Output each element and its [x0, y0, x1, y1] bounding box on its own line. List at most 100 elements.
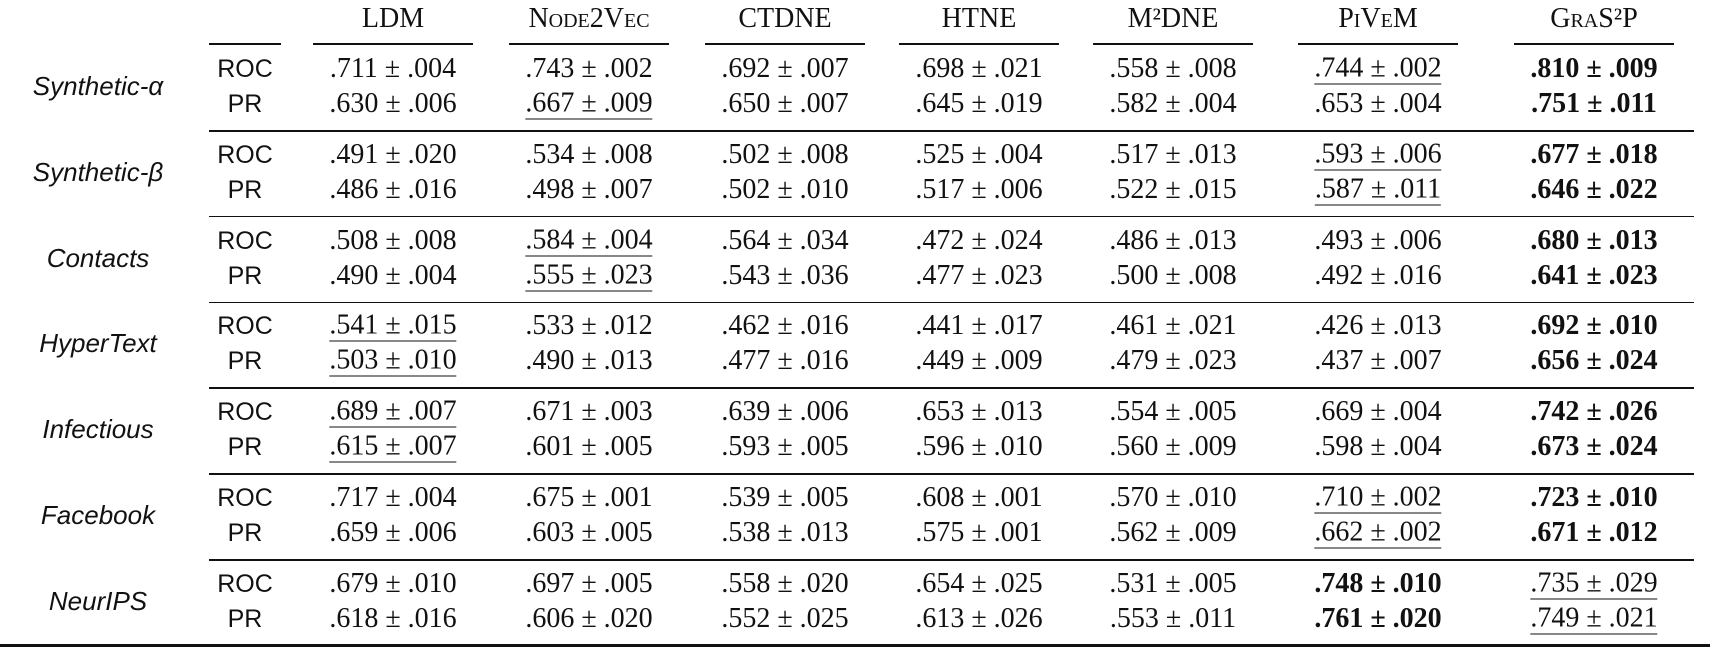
metric-name: ROC [217, 312, 273, 341]
metric-name: ROC [217, 140, 273, 169]
cell: .498 ± .007 [525, 173, 653, 205]
cell: .449 ± .009 [915, 345, 1043, 377]
cell: .587 ± .011 [1314, 173, 1442, 206]
cell: .662 ± .002 [1314, 516, 1442, 549]
cell: .603 ± .005 [525, 517, 653, 548]
cell: .723 ± .010 [1530, 482, 1658, 513]
cell: .500 ± .008 [1109, 259, 1237, 291]
column-header: Node2Vec [528, 3, 650, 34]
cell: .531 ± .005 [1109, 567, 1237, 599]
cell: .645 ± .019 [915, 88, 1043, 119]
header-rule [1298, 43, 1458, 45]
cell: .558 ± .020 [721, 567, 849, 599]
cell: .534 ± .008 [525, 138, 653, 170]
cell: .749 ± .021 [1530, 602, 1658, 635]
metric-name: PR [227, 604, 263, 633]
cell: .426 ± .013 [1314, 310, 1442, 342]
metric-name: PR [227, 347, 263, 376]
cell: .441 ± .017 [915, 310, 1043, 342]
cell: .575 ± .001 [915, 517, 1043, 548]
cell: .606 ± .020 [525, 602, 653, 634]
cell: .671 ± .003 [525, 396, 653, 428]
cell: .462 ± .016 [721, 310, 849, 342]
cell: .673 ± .024 [1530, 431, 1658, 463]
dataset-name: Synthetic-β [32, 156, 164, 187]
dataset-name: Infectious [42, 414, 154, 445]
cell: .669 ± .004 [1314, 396, 1442, 428]
cell: .596 ± .010 [915, 431, 1043, 463]
cell: .608 ± .001 [915, 482, 1043, 513]
dataset-name: NeurIPS [48, 585, 148, 616]
cell: .751 ± .011 [1531, 88, 1657, 119]
group-rule [209, 473, 1694, 475]
cell: .743 ± .002 [525, 53, 653, 84]
cell: .679 ± .010 [329, 567, 457, 599]
header-rule [509, 43, 669, 45]
dataset-name: Facebook [40, 500, 156, 530]
group-rule [209, 130, 1694, 132]
cell: .744 ± .002 [1314, 52, 1442, 85]
cell: .486 ± .016 [329, 173, 457, 205]
metric-name: PR [227, 519, 263, 547]
cell: .646 ± .022 [1530, 173, 1658, 205]
cell: .650 ± .007 [721, 88, 849, 119]
cell: .502 ± .008 [721, 138, 849, 170]
cell: .735 ± .029 [1530, 567, 1658, 600]
cell: .558 ± .008 [1109, 53, 1237, 84]
group-rule [209, 559, 1694, 561]
cell: .598 ± .004 [1314, 431, 1442, 463]
cell: .437 ± .007 [1314, 345, 1442, 377]
cell: .698 ± .021 [915, 53, 1043, 84]
cell: .697 ± .005 [525, 567, 653, 599]
cell: .641 ± .023 [1530, 259, 1658, 291]
cell: .493 ± .006 [1314, 224, 1442, 256]
cell: .479 ± .023 [1109, 345, 1237, 377]
group-rule [209, 301, 1694, 304]
cell: .560 ± .009 [1109, 431, 1237, 463]
cell: .618 ± .016 [329, 602, 457, 634]
cell: .671 ± .012 [1530, 517, 1658, 548]
column-header: M²DNE [1127, 3, 1219, 34]
header-rule [313, 43, 473, 45]
group-rule [209, 387, 1694, 389]
metric-name: PR [227, 175, 263, 204]
cell: .692 ± .010 [1530, 310, 1658, 342]
cell: .654 ± .025 [915, 567, 1043, 599]
cell: .492 ± .016 [1314, 259, 1442, 291]
cell: .584 ± .004 [525, 224, 653, 257]
cell: .630 ± .006 [329, 88, 457, 119]
cell: .491 ± .020 [329, 138, 457, 170]
cell: .615 ± .007 [329, 430, 457, 463]
dataset-name: Contacts [46, 242, 150, 273]
cell: .508 ± .008 [329, 224, 457, 256]
cell: .553 ± .011 [1109, 602, 1237, 634]
cell: .543 ± .036 [721, 259, 849, 291]
dataset-name: Synthetic-α [32, 71, 164, 101]
dataset-name: HyperText [39, 328, 157, 359]
cell: .522 ± .015 [1109, 173, 1237, 205]
cell: .748 ± .010 [1314, 567, 1442, 599]
metric-name: PR [227, 90, 263, 118]
cell: .711 ± .004 [329, 53, 457, 84]
cell: .582 ± .004 [1109, 88, 1237, 119]
cell: .538 ± .013 [721, 517, 849, 548]
column-header: GraS²P [1550, 3, 1638, 34]
metric-name: ROC [217, 569, 273, 598]
cell: .675 ± .001 [525, 482, 653, 513]
cell: .659 ± .006 [329, 517, 457, 548]
cell: .689 ± .007 [329, 395, 457, 428]
column-header: LDM [361, 3, 425, 34]
header-rule [705, 43, 865, 45]
cell: .477 ± .016 [721, 345, 849, 377]
cell: .564 ± .034 [721, 224, 849, 256]
column-header: PiVeM [1338, 3, 1418, 34]
metric-name: PR [227, 433, 263, 462]
metric-name: ROC [217, 484, 273, 512]
cell: .593 ± .005 [721, 431, 849, 463]
column-header: HTNE [941, 3, 1017, 34]
cell: .541 ± .015 [329, 309, 457, 342]
header-rule [1093, 43, 1253, 45]
cell: .490 ± .013 [525, 345, 653, 377]
cell: .503 ± .010 [329, 344, 457, 377]
